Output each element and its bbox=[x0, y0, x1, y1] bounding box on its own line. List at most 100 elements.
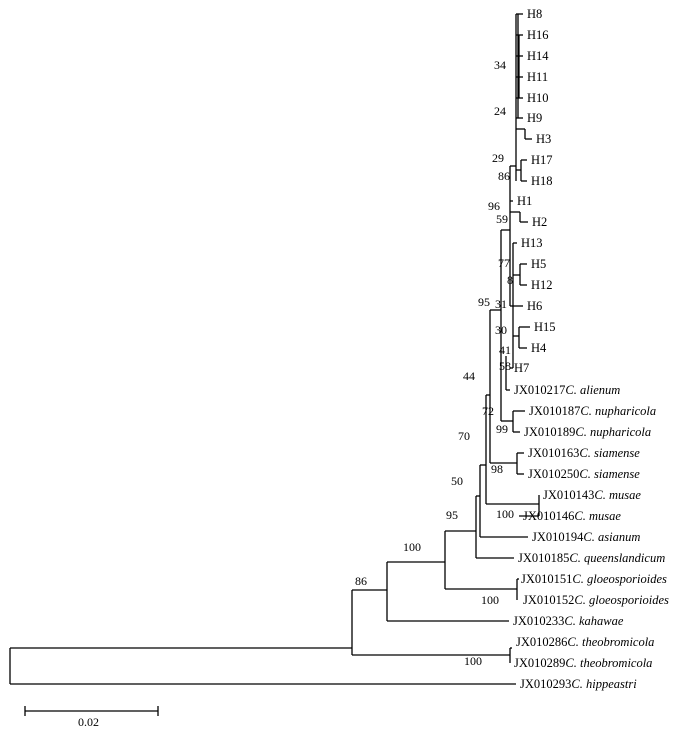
leaf-accession: H6 bbox=[527, 299, 542, 313]
leaf-label-queens: JX010185C. queenslandicum bbox=[518, 551, 665, 565]
leaf-label-H1: H1 bbox=[517, 194, 532, 208]
leaf-label-asianum: JX010194C. asianum bbox=[532, 530, 640, 544]
leaf-species: C. nupharicola bbox=[575, 425, 651, 439]
leaf-accession: JX010185 bbox=[518, 551, 569, 565]
leaf-accession: H8 bbox=[527, 7, 542, 21]
leaf-species: C. alienum bbox=[565, 383, 620, 397]
bootstrap-value: 70 bbox=[458, 429, 470, 443]
leaf-label-H11: H11 bbox=[527, 70, 548, 84]
leaf-label-siam163: JX010163C. siamense bbox=[528, 446, 640, 460]
leaf-accession: JX010289 bbox=[514, 656, 565, 670]
leaf-label-musae143: JX010143C. musae bbox=[543, 488, 641, 502]
bootstrap-value: 41 bbox=[499, 343, 511, 357]
leaf-label-H9: H9 bbox=[527, 111, 542, 125]
leaf-label-gloeo151: JX010151C. gloeosporioides bbox=[521, 572, 667, 586]
leaf-label-alienum: JX010217C. alienum bbox=[514, 383, 620, 397]
bootstrap-value: 44 bbox=[463, 369, 475, 383]
leaf-label-theo289: JX010289C. theobromicola bbox=[514, 656, 652, 670]
leaf-accession: H2 bbox=[532, 215, 547, 229]
bootstrap-value: 30 bbox=[495, 323, 507, 337]
leaf-label-H13: H13 bbox=[521, 236, 543, 250]
bootstrap-value: 72 bbox=[482, 404, 494, 418]
leaf-accession: H17 bbox=[531, 153, 553, 167]
leaf-accession: JX010293 bbox=[520, 677, 571, 691]
leaf-species: C. nupharicola bbox=[580, 404, 656, 418]
bootstrap-value: 100 bbox=[464, 654, 482, 668]
leaf-label-H6: H6 bbox=[527, 299, 542, 313]
bootstrap-value: 50 bbox=[451, 474, 463, 488]
leaf-species: C. hippeastri bbox=[571, 677, 637, 691]
leaf-label-nuph189: JX010189C. nupharicola bbox=[524, 425, 651, 439]
leaf-accession: H3 bbox=[536, 132, 551, 146]
bootstrap-value: 98 bbox=[491, 462, 503, 476]
bootstrap-value: 100 bbox=[403, 540, 421, 554]
leaf-label-H8: H8 bbox=[527, 7, 542, 21]
leaf-label-H18: H18 bbox=[531, 174, 553, 188]
leaf-accession: H14 bbox=[527, 49, 549, 63]
leaf-accession: H18 bbox=[531, 174, 553, 188]
leaf-accession: JX010143 bbox=[543, 488, 594, 502]
leaf-accession: H13 bbox=[521, 236, 543, 250]
leaf-accession: H15 bbox=[534, 320, 556, 334]
leaf-species: C. gloeosporioides bbox=[574, 593, 669, 607]
leaf-label-H12: H12 bbox=[531, 278, 553, 292]
leaf-accession: H7 bbox=[514, 361, 529, 375]
leaf-accession: JX010286 bbox=[516, 635, 567, 649]
leaf-accession: JX010163 bbox=[528, 446, 579, 460]
leaf-label-kahawae: JX010233C. kahawae bbox=[513, 614, 624, 628]
bootstrap-value: 58 bbox=[499, 359, 511, 373]
leaf-label-theo286: JX010286C. theobromicola bbox=[516, 635, 654, 649]
bootstrap-value: 96 bbox=[488, 199, 500, 213]
bootstrap-value: 86 bbox=[498, 169, 510, 183]
leaf-accession: H16 bbox=[527, 28, 549, 42]
leaf-label-H14: H14 bbox=[527, 49, 549, 63]
leaf-label-H10: H10 bbox=[527, 91, 549, 105]
bootstrap-value: 77 bbox=[498, 256, 510, 270]
leaf-label-H17: H17 bbox=[531, 153, 553, 167]
leaf-accession: H5 bbox=[531, 257, 546, 271]
leaf-accession: JX010233 bbox=[513, 614, 564, 628]
bootstrap-value: 99 bbox=[496, 422, 508, 436]
bootstrap-value: 100 bbox=[481, 593, 499, 607]
leaf-label-nuph187: JX010187C. nupharicola bbox=[529, 404, 656, 418]
leaf-accession: JX010189 bbox=[524, 425, 575, 439]
leaf-species: C. asianum bbox=[583, 530, 640, 544]
bootstrap-value: 24 bbox=[494, 104, 506, 118]
bootstrap-value: 59 bbox=[496, 212, 508, 226]
leaf-accession: JX010152 bbox=[523, 593, 574, 607]
leaf-label-H15: H15 bbox=[534, 320, 556, 334]
leaf-accession: H11 bbox=[527, 70, 548, 84]
leaf-accession: JX010187 bbox=[529, 404, 580, 418]
leaf-label-H5: H5 bbox=[531, 257, 546, 271]
bootstrap-value: 31 bbox=[495, 297, 507, 311]
bootstrap-value: 29 bbox=[492, 151, 504, 165]
leaf-species: C. musae bbox=[594, 488, 641, 502]
bootstrap-value: 8 bbox=[507, 273, 513, 287]
leaf-label-hippe: JX010293C. hippeastri bbox=[520, 677, 637, 691]
leaf-accession: JX010250 bbox=[528, 467, 579, 481]
leaf-accession: JX010151 bbox=[521, 572, 572, 586]
leaf-label-H3: H3 bbox=[536, 132, 551, 146]
leaf-accession: H12 bbox=[531, 278, 553, 292]
leaf-label-gloeo152: JX010152C. gloeosporioides bbox=[523, 593, 669, 607]
leaf-accession: JX010194 bbox=[532, 530, 584, 544]
leaf-species: C. siamense bbox=[579, 467, 640, 481]
leaf-accession: H4 bbox=[531, 341, 547, 355]
leaf-accession: JX010217 bbox=[514, 383, 565, 397]
leaf-label-musae146: JX010146C. musae bbox=[523, 509, 621, 523]
leaf-label-H2: H2 bbox=[532, 215, 547, 229]
bootstrap-value: 34 bbox=[494, 58, 506, 72]
leaf-species: C. kahawae bbox=[564, 614, 623, 628]
leaf-label-H16: H16 bbox=[527, 28, 549, 42]
leaf-label-H7: H7 bbox=[514, 361, 529, 375]
scale-bar: 0.02 bbox=[24, 706, 159, 729]
leaf-accession: H10 bbox=[527, 91, 549, 105]
bootstrap-value: 86 bbox=[355, 574, 367, 588]
bootstrap-value: 95 bbox=[446, 508, 458, 522]
leaf-species: C. musae bbox=[574, 509, 621, 523]
leaf-species: C. queenslandicum bbox=[569, 551, 665, 565]
bootstrap-value: 100 bbox=[496, 507, 514, 521]
leaf-accession: H1 bbox=[517, 194, 532, 208]
